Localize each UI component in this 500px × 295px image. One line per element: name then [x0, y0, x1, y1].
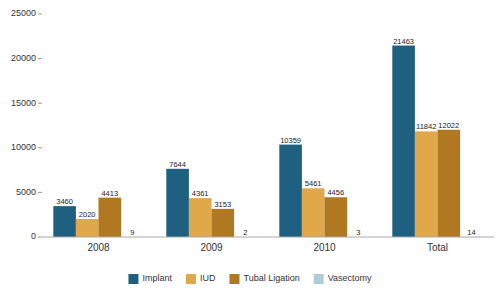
- bar: [76, 219, 99, 237]
- legend-label: Tubal Ligation: [243, 273, 299, 283]
- bar: [99, 198, 122, 237]
- legend: Implant IUD Tubal Ligation Vasectomy: [128, 273, 372, 284]
- data-label: 21463: [393, 37, 414, 46]
- legend-label: Vasectomy: [328, 273, 372, 283]
- legend-swatch: [314, 274, 324, 284]
- legend-item: Implant: [128, 273, 172, 284]
- bar: [392, 46, 415, 237]
- legend-swatch: [229, 274, 239, 284]
- data-label: 3460: [56, 197, 73, 206]
- y-tick-label: 10000: [11, 142, 36, 152]
- data-label: 3153: [214, 200, 231, 209]
- data-label: 2: [243, 228, 247, 237]
- y-tick: [38, 192, 42, 193]
- data-label: 2020: [79, 210, 96, 219]
- data-label: 5461: [305, 179, 322, 188]
- data-label: 4456: [327, 188, 344, 197]
- y-tick-label: 15000: [11, 98, 36, 108]
- legend-item: Vasectomy: [314, 273, 372, 284]
- bar: [279, 145, 302, 237]
- y-tick-label: 5000: [16, 187, 36, 197]
- data-label: 7644: [169, 160, 186, 169]
- bar: [53, 206, 76, 237]
- legend-swatch: [186, 274, 196, 284]
- y-tick: [38, 58, 42, 59]
- y-tick: [38, 237, 42, 238]
- legend-swatch: [128, 274, 138, 284]
- chart: 0500010000150002000025000346076441035921…: [0, 0, 500, 295]
- bar: [438, 130, 461, 237]
- chart-container: 0500010000150002000025000346076441035921…: [0, 0, 500, 295]
- legend-item: Tubal Ligation: [229, 273, 299, 284]
- data-labels: 3460 7644 10359 21463 2020 4361 5461 11842 4413 3…: [56, 37, 475, 237]
- y-axis: 0 5000 10000 15000 20000 25000: [11, 8, 42, 241]
- y-tick-label: 20000: [11, 53, 36, 63]
- data-label: 4361: [192, 189, 209, 198]
- data-label: 10359: [280, 136, 301, 145]
- bar: [189, 198, 212, 237]
- data-label: 12022: [438, 121, 459, 130]
- legend-label: IUD: [200, 273, 216, 283]
- data-label: 14: [467, 228, 475, 237]
- y-tick: [38, 103, 42, 104]
- bar: [415, 131, 438, 237]
- x-axis-line: [42, 237, 494, 238]
- data-label: 9: [130, 228, 134, 237]
- x-tick-label: 2010: [313, 242, 336, 253]
- data-label: 4413: [101, 189, 118, 198]
- y-tick-label: 25000: [11, 8, 36, 18]
- x-tick-label: 2008: [87, 242, 110, 253]
- x-axis: 2008 2009 2010 Total: [42, 237, 494, 253]
- data-label: 3: [356, 228, 360, 237]
- legend-item: IUD: [186, 273, 216, 284]
- y-tick: [38, 14, 42, 15]
- bar: [325, 197, 348, 237]
- bars: [53, 46, 482, 237]
- y-tick-label: 0: [31, 231, 36, 241]
- x-tick-label: 2009: [200, 242, 223, 253]
- legend-label: Implant: [142, 273, 172, 283]
- data-label: 11842: [416, 122, 436, 131]
- bar: [166, 169, 189, 237]
- x-tick-label: Total: [427, 242, 448, 253]
- y-tick: [38, 147, 42, 148]
- bar: [302, 188, 325, 237]
- bar: [212, 209, 235, 237]
